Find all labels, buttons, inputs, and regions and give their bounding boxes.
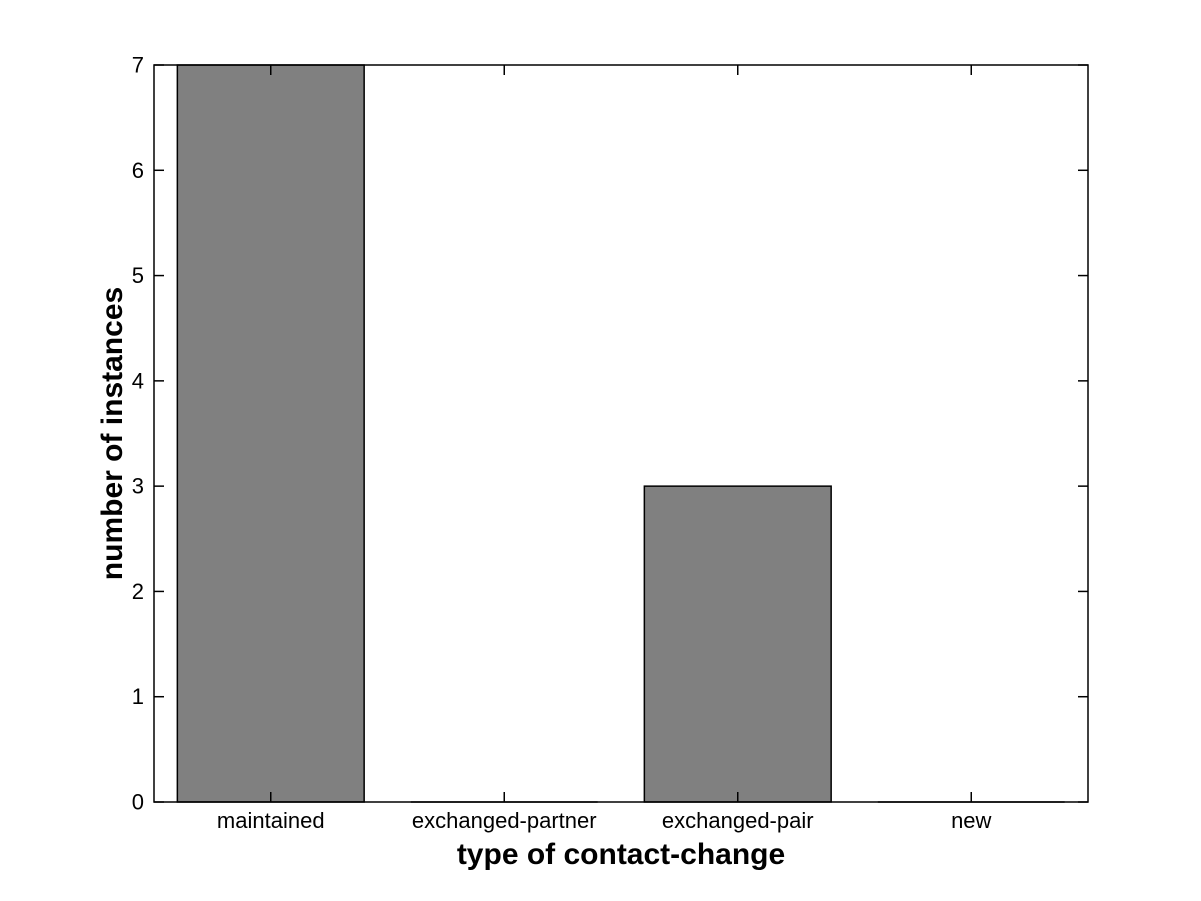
x-tick-label: new [951,808,991,833]
y-axis-title: number of instances [96,287,129,580]
x-tick-label: exchanged-pair [662,808,814,833]
y-tick-label: 0 [132,790,144,815]
bar-exchanged-pair [643,485,832,803]
y-tick-label: 3 [132,474,144,499]
plot-frame [153,64,1089,803]
y-tick-label: 4 [132,368,144,393]
x-tick-label: maintained [217,808,325,833]
y-tick-label: 5 [132,263,144,288]
x-axis-title: type of contact-change [457,838,785,871]
axes-layer [153,64,1089,803]
y-tick-label: 1 [132,684,144,709]
y-tick-label: 7 [132,53,144,78]
y-tick-label: 2 [132,579,144,604]
bar-maintained [176,64,365,803]
y-tick-label: 6 [132,158,144,183]
bars-layer [176,64,1065,803]
x-tick-label: exchanged-partner [412,808,597,833]
tick-labels-layer: 0 1 2 3 4 5 6 7 maintained exchanged-partner excha… [132,53,992,834]
